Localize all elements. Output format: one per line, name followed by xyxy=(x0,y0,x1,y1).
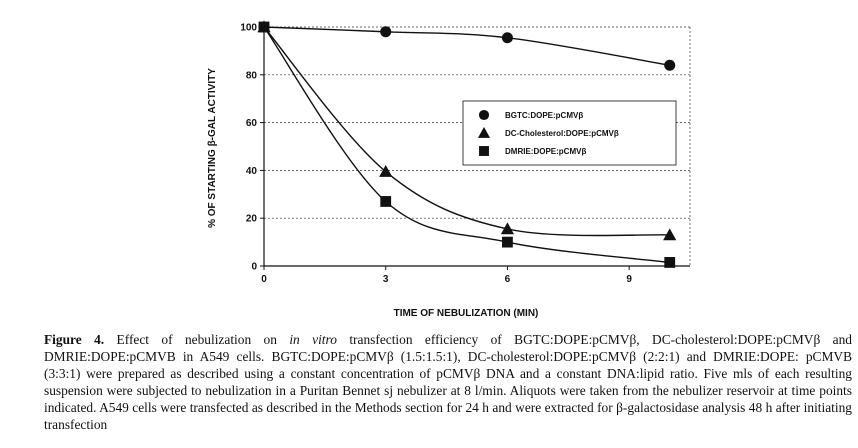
line-chart: 0 20 40 60 80 100 0 3 6 9 TIME OF NEBULIZATION (M… xyxy=(207,20,691,319)
point-circle-2 xyxy=(501,32,513,44)
series-line-square xyxy=(263,26,670,264)
y-tick-label-0: 0 xyxy=(251,262,257,273)
tick-labels: 0 20 40 60 80 100 0 3 6 9 xyxy=(240,23,632,286)
caption-text: Effect of nebulization on in vitro trans… xyxy=(44,332,853,432)
legend-label-square: DMRIE:DOPE:pCMVβ xyxy=(505,147,586,156)
x-axis-label: TIME OF NEBULIZATION (MIN) xyxy=(394,308,539,319)
x-tick-label-3: 3 xyxy=(383,274,389,285)
series-curves xyxy=(263,26,670,264)
y-tick-label-100: 100 xyxy=(240,23,257,34)
x-tick-label-0: 0 xyxy=(261,274,267,285)
point-square-3 xyxy=(664,257,676,268)
y-tick-label-20: 20 xyxy=(246,214,258,225)
point-triangle-1 xyxy=(379,164,393,177)
legend-marker-circle xyxy=(478,109,490,121)
caption-label: Figure 4. xyxy=(44,332,105,347)
series-line-circle xyxy=(263,26,670,66)
point-square-0 xyxy=(258,21,270,33)
point-circle-1 xyxy=(380,26,392,38)
legend-marker-triangle xyxy=(477,126,491,138)
figure-caption: Figure 4. Effect of nebulization on in v… xyxy=(44,331,852,433)
y-tick-label-60: 60 xyxy=(246,118,258,129)
y-tick-label-40: 40 xyxy=(246,166,258,177)
series-line-triangle xyxy=(263,26,670,237)
point-square-2 xyxy=(502,236,513,248)
legend: BGTC:DOPE:pCMVβ DC-Cholesterol:DOPE:pCMVβ… xyxy=(462,100,677,166)
legend-label-circle: BGTC:DOPE:pCMVβ xyxy=(505,111,583,120)
point-circle-3 xyxy=(664,59,676,71)
y-tick-label-80: 80 xyxy=(246,70,258,81)
point-triangle-3 xyxy=(663,228,677,241)
axes xyxy=(260,26,690,270)
legend-label-triangle: DC-Cholesterol:DOPE:pCMVβ xyxy=(505,129,619,138)
legend-box xyxy=(462,100,677,166)
x-tick-label-6: 6 xyxy=(505,274,511,285)
point-triangle-2 xyxy=(500,222,515,235)
x-tick-label-9: 9 xyxy=(626,274,632,285)
data-markers xyxy=(257,20,677,268)
legend-marker-square xyxy=(479,146,489,156)
y-axis-label: % OF STARTING β-GAL ACTIVITY xyxy=(207,68,218,228)
point-square-1 xyxy=(380,196,392,207)
